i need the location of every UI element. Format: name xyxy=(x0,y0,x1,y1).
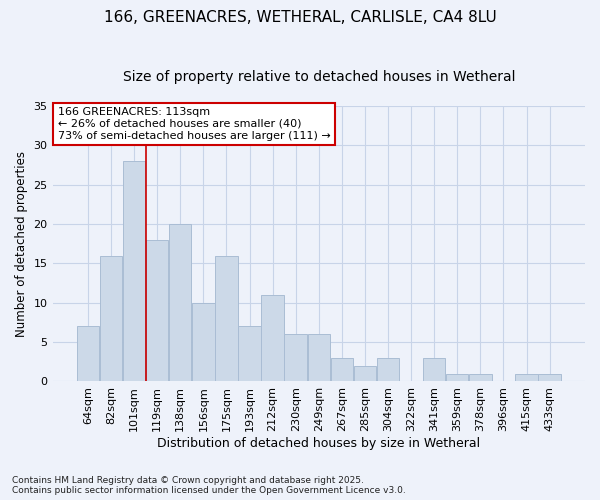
X-axis label: Distribution of detached houses by size in Wetheral: Distribution of detached houses by size … xyxy=(157,437,481,450)
Text: 166, GREENACRES, WETHERAL, CARLISLE, CA4 8LU: 166, GREENACRES, WETHERAL, CARLISLE, CA4… xyxy=(104,10,496,25)
Bar xyxy=(123,161,145,382)
Bar xyxy=(146,240,169,382)
Bar xyxy=(469,374,491,382)
Bar xyxy=(192,303,215,382)
Bar xyxy=(308,334,330,382)
Bar xyxy=(423,358,445,382)
Bar xyxy=(238,326,261,382)
Bar xyxy=(538,374,561,382)
Bar xyxy=(354,366,376,382)
Bar xyxy=(377,358,399,382)
Bar xyxy=(169,224,191,382)
Bar xyxy=(284,334,307,382)
Text: Contains HM Land Registry data © Crown copyright and database right 2025.
Contai: Contains HM Land Registry data © Crown c… xyxy=(12,476,406,495)
Bar xyxy=(77,326,99,382)
Bar xyxy=(262,295,284,382)
Bar xyxy=(100,256,122,382)
Y-axis label: Number of detached properties: Number of detached properties xyxy=(15,150,28,336)
Bar xyxy=(515,374,538,382)
Bar xyxy=(215,256,238,382)
Bar xyxy=(446,374,469,382)
Text: 166 GREENACRES: 113sqm
← 26% of detached houses are smaller (40)
73% of semi-det: 166 GREENACRES: 113sqm ← 26% of detached… xyxy=(58,108,331,140)
Title: Size of property relative to detached houses in Wetheral: Size of property relative to detached ho… xyxy=(122,70,515,84)
Bar xyxy=(331,358,353,382)
